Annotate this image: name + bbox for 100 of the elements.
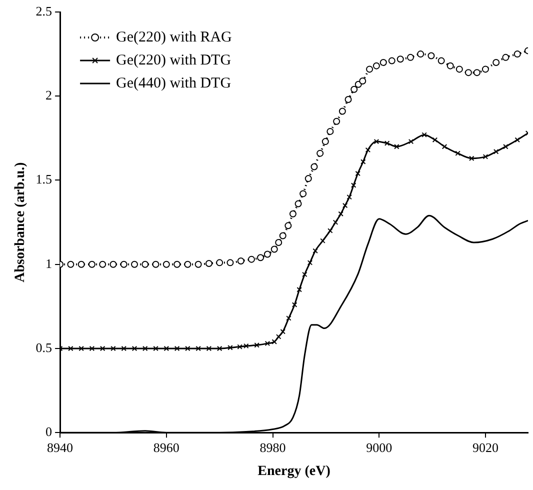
point [455,150,460,156]
point [142,346,148,352]
point [302,272,308,278]
point [110,346,116,352]
point [338,108,346,115]
point [438,57,445,64]
x-tick-label: 9000 [366,440,392,455]
point [503,144,508,150]
point [300,190,307,198]
point [320,238,326,244]
point [280,329,286,334]
point [406,54,414,61]
point [264,250,271,258]
point [394,144,400,150]
point [360,159,366,164]
point [422,132,427,138]
y-tick-label: 1 [46,256,52,271]
point [482,66,489,73]
legend-label: Ge(220) with RAG [116,29,232,46]
point [110,260,117,268]
point [237,344,242,350]
point [294,200,302,208]
point [244,343,249,349]
point [226,259,234,266]
point [316,150,324,157]
point [130,260,138,268]
point [100,346,106,352]
point [307,260,313,266]
point [332,220,338,225]
point [174,346,180,352]
point [275,238,282,246]
point [142,260,149,268]
point [469,156,474,161]
point [132,346,138,352]
point [216,259,224,266]
point [344,96,352,103]
point [338,211,344,217]
point [196,346,201,352]
point [296,286,302,292]
point [78,346,84,352]
point [121,346,126,352]
point [359,77,366,84]
point [89,346,95,352]
x-axis-title: Energy (eV) [258,464,331,480]
point [456,66,463,73]
point [380,58,387,66]
point [346,194,352,200]
point [78,260,85,268]
legend-label: Ge(440) with DTG [116,75,232,92]
x-tick-label: 8940 [47,440,74,455]
point [279,232,286,240]
y-tick-label: 2.5 [36,3,52,18]
point [396,56,404,63]
point [68,346,74,352]
point [312,248,318,254]
point [442,144,448,150]
y-tick-label: 2 [46,88,52,103]
point [464,69,472,76]
point [286,316,292,321]
point [482,154,488,160]
x-tick-label: 8960 [153,440,180,455]
point [492,58,500,66]
x-tick-label: 9020 [472,440,498,455]
point [67,260,74,268]
point [184,260,192,268]
point [205,260,212,268]
point [502,54,510,61]
point [228,345,233,350]
point [284,222,292,230]
point [372,62,380,70]
point [194,260,202,268]
point [164,346,170,352]
point [248,256,255,263]
point [328,228,333,234]
point [514,137,520,142]
point [374,138,380,144]
point [254,342,260,348]
point [162,260,170,268]
point [270,246,278,253]
point [310,163,318,170]
point [264,340,270,346]
point [257,254,264,262]
point [446,62,454,70]
point [432,137,438,142]
x-tick-label: 8980 [260,440,286,455]
point [276,334,282,340]
y-tick-label: 0.5 [36,340,52,355]
point [350,182,356,188]
point [384,140,390,146]
point [417,50,424,58]
point [473,69,480,76]
y-tick-label: 1.5 [36,172,52,187]
point [355,170,360,176]
point [333,118,340,125]
point [408,138,414,144]
point [342,202,348,208]
point [350,86,358,93]
point [120,260,128,268]
point [88,260,96,268]
point [366,66,374,73]
